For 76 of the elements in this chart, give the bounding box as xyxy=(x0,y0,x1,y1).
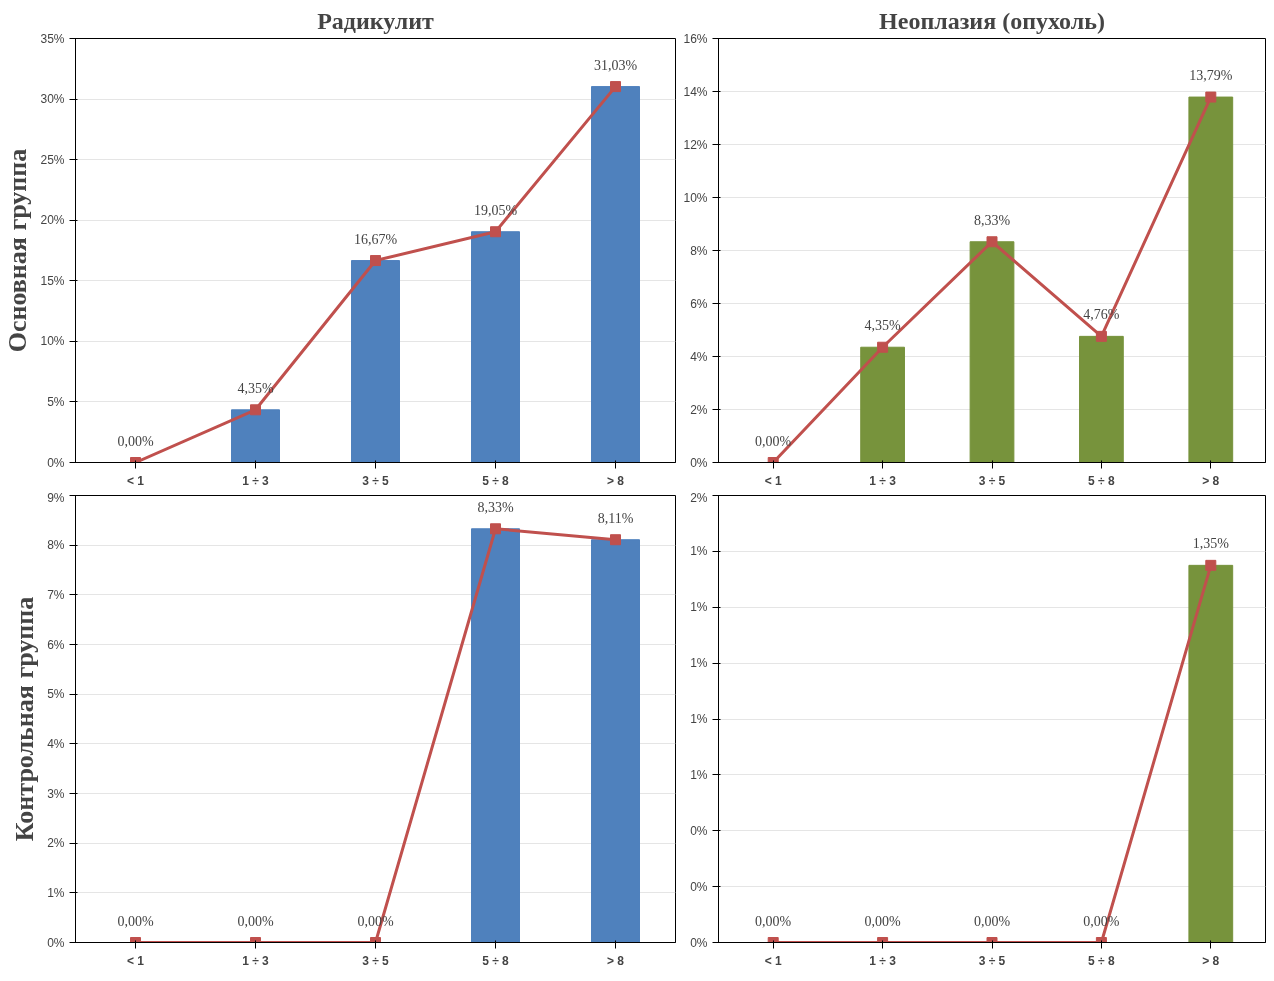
x-tick-label: 3 ÷ 5 xyxy=(978,473,1006,488)
data-label: 0,00% xyxy=(755,913,792,929)
x-tick-label: < 1 xyxy=(126,953,145,968)
data-label: 0,00% xyxy=(117,913,154,929)
x-tick-label: < 1 xyxy=(764,953,783,968)
data-label: 0,00% xyxy=(237,913,274,929)
y-tick-label: 2% xyxy=(47,836,65,851)
x-tick-label: 1 ÷ 3 xyxy=(869,473,897,488)
x-tick-label: 3 ÷ 5 xyxy=(362,473,390,488)
x-tick-label: > 8 xyxy=(1202,953,1220,968)
x-tick-label: 1 ÷ 3 xyxy=(242,953,270,968)
y-tick-label: 2% xyxy=(690,490,708,505)
y-tick-label: 0% xyxy=(690,455,708,470)
data-label: 4,35% xyxy=(237,380,274,396)
y-tick-label: 1% xyxy=(690,767,708,782)
x-tick-label: 5 ÷ 8 xyxy=(1088,473,1116,488)
y-tick-label: 5% xyxy=(47,394,65,409)
data-label: 16,67% xyxy=(353,231,398,247)
x-tick-label: 5 ÷ 8 xyxy=(482,953,510,968)
y-tick-label: 12% xyxy=(683,137,708,152)
x-tick-label: > 8 xyxy=(606,953,625,968)
x-tick-label: 5 ÷ 8 xyxy=(1088,953,1116,968)
y-tick-label: 1% xyxy=(690,544,708,559)
y-tick-label: 30% xyxy=(40,92,65,107)
y-tick-label: 3% xyxy=(47,786,65,801)
x-tick-label: > 8 xyxy=(1202,473,1220,488)
y-tick-label: 0% xyxy=(47,455,65,470)
x-tick-label: > 8 xyxy=(606,473,625,488)
y-tick-label: 4% xyxy=(47,736,65,751)
y-tick-label: 1% xyxy=(690,600,708,615)
y-tick-label: 4% xyxy=(690,349,708,364)
y-tick-label: 16% xyxy=(683,31,708,46)
y-axis-title: Основная группа xyxy=(3,148,33,353)
chart-title: Радикулит xyxy=(317,7,435,34)
y-tick-label: 1% xyxy=(690,712,708,726)
x-tick-label: 3 ÷ 5 xyxy=(362,953,390,968)
data-label: 4,35% xyxy=(864,318,902,334)
data-label: 0,00% xyxy=(755,433,792,449)
x-tick-label: 5 ÷ 8 xyxy=(482,473,510,488)
y-tick-label: 1% xyxy=(690,656,708,671)
x-tick-label: 3 ÷ 5 xyxy=(978,953,1006,968)
y-tick-label: 0% xyxy=(47,935,65,950)
y-tick-label: 8% xyxy=(690,243,708,258)
y-tick-label: 25% xyxy=(40,152,65,167)
x-tick-label: < 1 xyxy=(126,473,145,488)
y-tick-label: 7% xyxy=(47,587,65,602)
y-tick-label: 0% xyxy=(690,935,708,950)
data-label: 8,33% xyxy=(477,499,514,515)
y-tick-label: 6% xyxy=(690,296,708,311)
y-tick-label: 10% xyxy=(683,190,708,205)
y-axis-title: Контрольная группа xyxy=(10,596,40,842)
y-tick-label: 20% xyxy=(40,213,65,228)
data-label: 31,03% xyxy=(593,57,638,73)
y-tick-label: 15% xyxy=(40,273,65,288)
y-tick-label: 10% xyxy=(40,334,65,349)
chart-title: Неоплазия (опухоль) xyxy=(879,7,1105,34)
data-label: 8,11% xyxy=(597,510,634,526)
y-tick-label: 0% xyxy=(690,879,708,894)
y-tick-label: 0% xyxy=(690,823,708,838)
y-tick-label: 2% xyxy=(690,402,708,417)
x-tick-label: < 1 xyxy=(764,473,783,488)
data-label: 13,79% xyxy=(1189,68,1233,84)
x-tick-label: 1 ÷ 3 xyxy=(242,473,270,488)
data-label: 8,33% xyxy=(973,212,1011,228)
y-tick-label: 14% xyxy=(683,84,708,99)
y-tick-label: 5% xyxy=(47,687,65,702)
x-tick-label: 1 ÷ 3 xyxy=(869,953,897,968)
data-label: 0,00% xyxy=(973,913,1011,929)
y-tick-label: 8% xyxy=(47,538,65,553)
y-tick-label: 1% xyxy=(47,885,65,900)
data-label: 0,00% xyxy=(117,433,154,449)
y-tick-label: 9% xyxy=(47,490,65,505)
data-label: 1,35% xyxy=(1192,536,1230,552)
y-tick-label: 6% xyxy=(47,637,65,652)
data-label: 0,00% xyxy=(864,913,902,929)
y-tick-label: 35% xyxy=(40,31,65,46)
